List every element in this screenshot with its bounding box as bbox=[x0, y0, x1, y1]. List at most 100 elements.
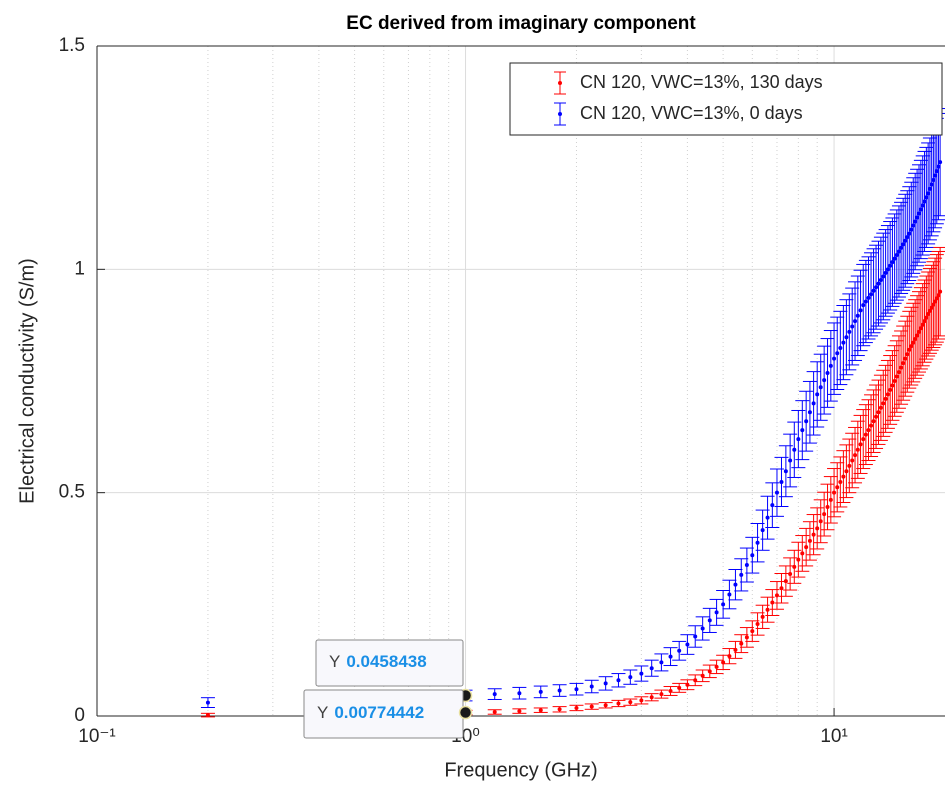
data-point bbox=[774, 593, 779, 598]
data-point bbox=[677, 685, 682, 690]
data-point bbox=[858, 442, 863, 447]
x-axis-label: Frequency (GHz) bbox=[444, 759, 597, 781]
data-point bbox=[920, 203, 925, 208]
data-point bbox=[899, 365, 904, 370]
data-point bbox=[538, 689, 543, 694]
data-point bbox=[788, 571, 793, 576]
data-point bbox=[853, 319, 858, 324]
data-point bbox=[890, 383, 895, 388]
legend-label: CN 120, VWC=13%, 130 days bbox=[580, 72, 823, 92]
data-point bbox=[934, 296, 939, 301]
data-point bbox=[733, 582, 738, 587]
data-point bbox=[765, 607, 770, 612]
data-point bbox=[733, 647, 738, 652]
data-point bbox=[649, 666, 654, 671]
data-point bbox=[492, 709, 497, 714]
legend-label: CN 120, VWC=13%, 0 days bbox=[580, 103, 803, 123]
data-point bbox=[811, 532, 816, 537]
data-point bbox=[936, 293, 941, 298]
data-point bbox=[934, 169, 939, 174]
data-point bbox=[517, 691, 522, 696]
data-point bbox=[869, 292, 874, 297]
data-point bbox=[892, 379, 897, 383]
data-point bbox=[911, 223, 916, 228]
data-point bbox=[818, 385, 823, 390]
data-point bbox=[929, 305, 934, 310]
y-tick-label: 1 bbox=[74, 258, 85, 279]
data-point bbox=[727, 654, 732, 659]
data-point bbox=[649, 695, 654, 700]
data-point bbox=[907, 231, 912, 236]
data-point bbox=[888, 387, 893, 392]
data-point bbox=[828, 497, 833, 502]
data-point bbox=[700, 626, 705, 631]
data-point bbox=[847, 329, 852, 334]
data-point bbox=[835, 351, 840, 356]
data-point bbox=[876, 281, 881, 286]
chart-title: EC derived from imaginary component bbox=[346, 13, 696, 34]
data-point bbox=[714, 610, 719, 615]
data-point bbox=[905, 352, 910, 357]
data-point bbox=[838, 479, 843, 484]
data-point bbox=[883, 396, 888, 401]
data-point bbox=[894, 374, 899, 379]
data-point bbox=[876, 410, 881, 415]
data-point bbox=[825, 370, 830, 375]
data-point bbox=[707, 618, 712, 623]
data-point bbox=[909, 344, 914, 349]
datatip: Y 0.0458438 bbox=[315, 639, 473, 703]
data-point bbox=[903, 356, 908, 361]
data-point bbox=[804, 419, 809, 424]
data-point bbox=[913, 219, 918, 224]
data-point bbox=[866, 295, 871, 300]
data-point bbox=[760, 614, 765, 619]
data-point bbox=[847, 463, 852, 468]
data-point bbox=[800, 551, 805, 556]
data-point bbox=[938, 289, 943, 294]
y-tick-label: 1.5 bbox=[59, 35, 85, 56]
data-point bbox=[574, 705, 579, 710]
data-point bbox=[907, 347, 912, 352]
data-point bbox=[739, 641, 744, 646]
data-point bbox=[770, 503, 775, 508]
data-point bbox=[727, 592, 732, 597]
x-tick-label: 10¹ bbox=[820, 726, 847, 747]
data-point bbox=[792, 564, 797, 569]
data-point bbox=[804, 545, 809, 550]
datatip-value: 0.00774442 bbox=[334, 703, 424, 722]
data-point bbox=[783, 469, 788, 474]
data-point bbox=[890, 260, 895, 265]
data-point bbox=[905, 235, 910, 240]
data-point bbox=[838, 345, 843, 350]
data-point bbox=[933, 173, 938, 178]
data-point bbox=[858, 308, 863, 313]
data-point bbox=[818, 519, 823, 524]
data-point bbox=[896, 249, 901, 254]
legend-icon bbox=[558, 81, 562, 85]
data-point bbox=[744, 635, 749, 640]
data-point bbox=[668, 688, 673, 693]
data-point bbox=[538, 708, 543, 713]
data-point bbox=[750, 553, 755, 558]
data-point bbox=[603, 703, 608, 708]
data-point bbox=[744, 563, 749, 568]
data-point bbox=[855, 447, 860, 452]
data-point bbox=[863, 432, 868, 437]
data-point bbox=[668, 654, 673, 659]
datatip-text: Y 0.0458438 bbox=[329, 652, 427, 671]
data-point bbox=[881, 401, 886, 406]
data-point bbox=[557, 688, 562, 693]
data-point bbox=[871, 419, 876, 424]
data-point bbox=[885, 267, 890, 272]
data-point bbox=[844, 469, 849, 474]
datatip-box bbox=[315, 639, 464, 687]
data-point bbox=[888, 263, 893, 268]
datatip-value: 0.0458438 bbox=[346, 652, 426, 671]
data-point bbox=[883, 270, 888, 275]
data-point bbox=[913, 337, 918, 342]
data-point bbox=[828, 363, 833, 368]
data-point bbox=[783, 579, 788, 584]
data-point bbox=[750, 629, 755, 634]
data-point bbox=[811, 401, 816, 406]
